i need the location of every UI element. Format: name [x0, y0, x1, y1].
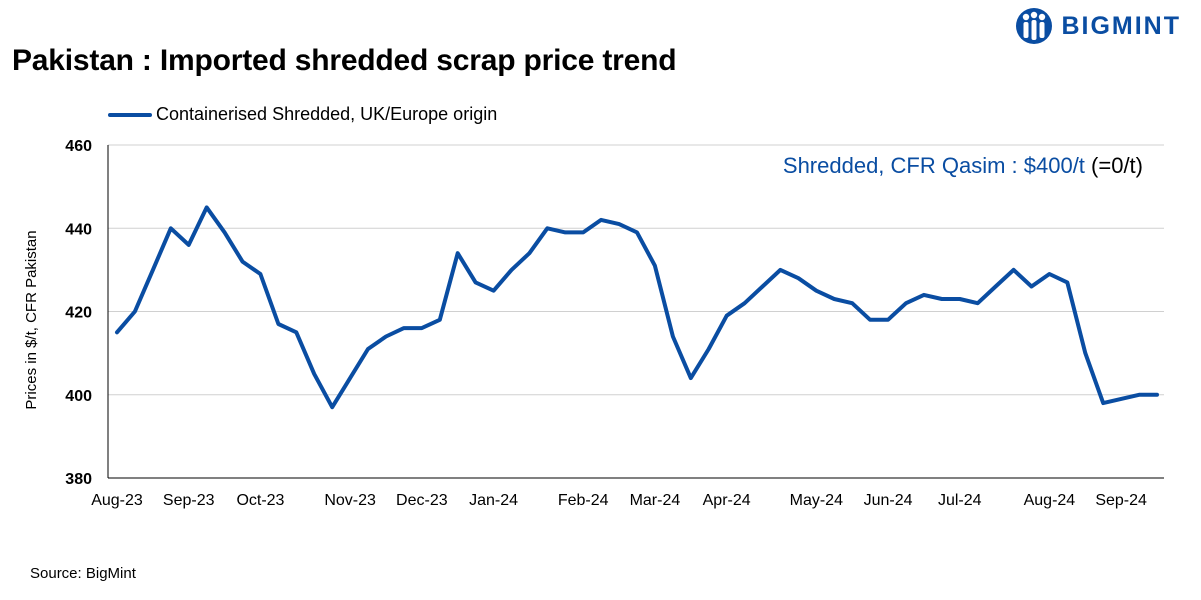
data-point [294, 330, 298, 334]
bigmint-logo: BIGMINT [1015, 6, 1181, 46]
x-tick-label: Mar-24 [630, 492, 681, 509]
data-point [115, 330, 119, 334]
x-tick-label: Apr-24 [703, 492, 751, 509]
data-point [258, 272, 262, 276]
data-point [241, 260, 245, 264]
data-point [635, 230, 639, 234]
data-point [1065, 280, 1069, 284]
data-point [940, 297, 944, 301]
data-point [563, 230, 567, 234]
data-point [958, 297, 962, 301]
grid-lines [108, 144, 1164, 396]
data-point [276, 322, 280, 326]
data-point [456, 251, 460, 255]
line-chart: 380 400 420 440 460 Aug-23 Sep-23 Oct-23 Nov-23… [23, 138, 1164, 509]
data-point [1083, 351, 1087, 355]
data-point [725, 314, 729, 318]
x-tick-label: Sep-24 [1095, 492, 1147, 509]
bigmint-logo-text: BIGMINT [1061, 11, 1181, 40]
x-tick-label: Jun-24 [864, 492, 913, 509]
y-tick-label: 460 [65, 138, 92, 155]
x-tick-label: Dec-23 [396, 492, 448, 509]
legend-swatch [108, 112, 152, 117]
data-point [1101, 401, 1105, 405]
data-point [671, 334, 675, 338]
price-annotation-label: Shredded, CFR Qasim : $400/t [783, 153, 1085, 178]
bigmint-logo-icon [1016, 8, 1053, 44]
x-tick-label: Aug-24 [1024, 492, 1076, 509]
data-point [599, 218, 603, 222]
data-point [814, 289, 818, 293]
data-point [778, 268, 782, 272]
x-tick-label: Oct-23 [236, 492, 284, 509]
data-point [474, 280, 478, 284]
data-point [366, 347, 370, 351]
x-tick-label: Jan-24 [469, 492, 518, 509]
series-line-shredded [115, 205, 1159, 410]
data-point [761, 285, 765, 289]
source-note: Source: BigMint [30, 565, 136, 582]
data-point [312, 372, 316, 376]
series-layer [115, 205, 1159, 410]
data-point [402, 326, 406, 330]
data-point [743, 301, 747, 305]
chart-title: Pakistan : Imported shredded scrap price… [12, 44, 677, 77]
y-tick-label: 400 [65, 388, 92, 405]
data-point [348, 376, 352, 380]
data-point [169, 226, 173, 230]
data-point [1119, 397, 1123, 401]
data-point [581, 230, 585, 234]
data-point [922, 293, 926, 297]
data-point [868, 318, 872, 322]
data-point [707, 347, 711, 351]
data-point [205, 205, 209, 209]
data-point [330, 405, 334, 409]
data-point [1012, 268, 1016, 272]
x-tick-label: Jul-24 [938, 492, 982, 509]
data-point [653, 264, 657, 268]
data-point [223, 230, 227, 234]
data-point [545, 226, 549, 230]
data-point [438, 318, 442, 322]
x-tick-label: May-24 [790, 492, 843, 509]
data-point [509, 268, 513, 272]
data-point [1155, 393, 1159, 397]
x-tick-label: Feb-24 [558, 492, 609, 509]
x-tick-label: Sep-23 [163, 492, 215, 509]
price-annotation: Shredded, CFR Qasim : $400/t (=0/t) [783, 153, 1143, 178]
data-point [420, 326, 424, 330]
data-point [527, 251, 531, 255]
data-point [384, 334, 388, 338]
x-tick-label: Nov-23 [324, 492, 376, 509]
data-point [617, 222, 621, 226]
data-point [1047, 272, 1051, 276]
data-point [850, 301, 854, 305]
data-point [151, 268, 155, 272]
data-point [886, 318, 890, 322]
y-tick-label: 380 [65, 471, 92, 488]
data-point [976, 301, 980, 305]
data-point [689, 376, 693, 380]
price-annotation-change: (=0/t) [1085, 153, 1143, 178]
x-tick-labels: Aug-23 Sep-23 Oct-23 Nov-23 Dec-23 Jan-24 Feb-… [91, 492, 1147, 509]
data-point [492, 289, 496, 293]
legend-label: Containerised Shredded, UK/Europe origin [156, 104, 498, 124]
data-point [1137, 393, 1141, 397]
y-tick-label: 420 [65, 305, 92, 322]
data-point [994, 285, 998, 289]
data-point [904, 301, 908, 305]
data-point [796, 276, 800, 280]
data-point [832, 297, 836, 301]
y-tick-label: 440 [65, 221, 92, 238]
data-point [1029, 285, 1033, 289]
chart-legend: Containerised Shredded, UK/Europe origin [108, 104, 497, 125]
x-tick-label: Aug-23 [91, 492, 143, 509]
axes [107, 145, 1164, 479]
y-axis-label: Prices in $/t, CFR Pakistan [23, 230, 40, 409]
data-point [133, 310, 137, 314]
y-tick-labels: 380 400 420 440 460 [65, 138, 92, 488]
data-point [187, 243, 191, 247]
